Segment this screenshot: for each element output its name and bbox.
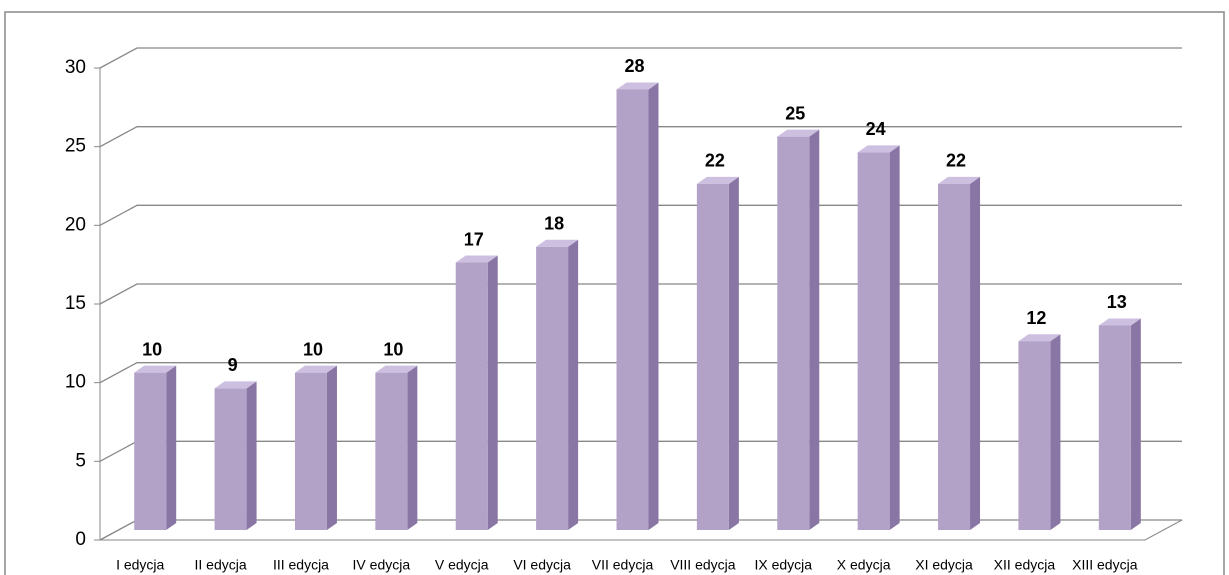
x-tick-label: VI edycja	[513, 557, 571, 573]
x-tick-label: I edycja	[116, 557, 164, 573]
bar-group	[1098, 318, 1141, 530]
bar-group	[1018, 334, 1061, 530]
bar	[294, 372, 327, 530]
bar-side	[487, 255, 498, 531]
bar-group	[294, 365, 337, 530]
bar-top	[536, 239, 579, 247]
value-label: 12	[1026, 308, 1046, 328]
value-label: 22	[946, 151, 966, 171]
bar-group	[777, 129, 820, 530]
bar	[857, 152, 890, 530]
bar-top	[938, 176, 981, 184]
bar	[938, 183, 971, 530]
grid-line	[99, 362, 1182, 384]
bar-side	[166, 365, 177, 530]
bar-group	[938, 176, 981, 530]
bar-group	[455, 255, 498, 531]
value-label: 10	[383, 339, 403, 359]
x-tick-label: X edycja	[837, 557, 891, 573]
bar-group	[214, 381, 257, 530]
bar	[455, 262, 488, 530]
grid-line	[99, 283, 1182, 305]
x-tick-label: III edycja	[273, 557, 329, 573]
grid-line	[99, 47, 1182, 69]
y-tick-label: 0	[75, 529, 86, 550]
value-label: 22	[705, 151, 725, 171]
value-label: 10	[303, 339, 323, 359]
bar-group	[134, 365, 177, 530]
bar-top	[1098, 318, 1141, 326]
bar-top	[1018, 334, 1061, 342]
bar-side	[728, 176, 739, 530]
bar-top	[857, 145, 900, 153]
bar-top	[616, 82, 659, 90]
bar-top	[294, 365, 337, 373]
value-label: 24	[866, 119, 886, 139]
bar-group	[616, 82, 659, 530]
bar-group	[536, 239, 579, 531]
x-tick-label: XI edycja	[915, 557, 973, 573]
bar-side	[1050, 334, 1061, 530]
bar	[1018, 341, 1051, 530]
y-tick-label: 20	[65, 214, 86, 235]
x-tick-label: VIII edycja	[670, 557, 736, 573]
x-tick-label: V edycja	[435, 557, 489, 573]
value-label: 28	[624, 56, 644, 76]
x-tick-label: XIII edycja	[1072, 557, 1138, 573]
x-tick-label: II edycja	[195, 557, 247, 573]
bar-group	[375, 365, 418, 530]
bar-side	[970, 176, 981, 530]
value-label: 13	[1107, 292, 1127, 312]
bar-side	[568, 239, 579, 531]
bar-side	[648, 82, 659, 530]
bar	[1098, 325, 1131, 530]
value-label: 18	[544, 214, 564, 234]
y-tick-label: 30	[65, 57, 86, 78]
x-tick-label: IX edycja	[754, 557, 812, 573]
bar-top	[134, 365, 177, 373]
bar-side	[889, 145, 900, 530]
y-tick-label: 25	[65, 136, 86, 157]
x-tick-label: VII edycja	[592, 557, 654, 573]
grid-line	[99, 204, 1182, 226]
y-tick-label: 10	[65, 372, 86, 393]
value-label: 17	[464, 229, 484, 249]
bars: 10 I edycja 9 II edycja 10 III edycja 10 IV edy…	[116, 56, 1141, 573]
bar	[777, 136, 810, 530]
bar-group	[696, 176, 739, 530]
grid-line	[99, 126, 1182, 148]
value-label: 10	[142, 339, 162, 359]
bar-top	[214, 381, 257, 389]
x-tick-label: XII edycja	[994, 557, 1056, 573]
bar-top	[375, 365, 418, 373]
bar-top	[777, 129, 820, 137]
bar-top	[696, 176, 739, 184]
y-tick-label: 15	[65, 293, 86, 314]
y-tick-label: 5	[75, 450, 86, 471]
value-label: 25	[785, 103, 805, 123]
x-tick-label: IV edycja	[353, 557, 411, 573]
bar	[375, 372, 408, 530]
bar-group	[857, 145, 900, 530]
bar-side	[246, 381, 257, 530]
bar-side	[407, 365, 418, 530]
bar	[214, 388, 247, 530]
bar	[134, 372, 167, 530]
value-label: 9	[228, 355, 238, 375]
bar	[616, 89, 649, 530]
bar-top	[455, 255, 498, 263]
bar	[696, 183, 729, 530]
bar-side	[809, 129, 820, 530]
bar-side	[1130, 318, 1141, 530]
bar-side	[326, 365, 337, 530]
bar	[536, 246, 569, 531]
